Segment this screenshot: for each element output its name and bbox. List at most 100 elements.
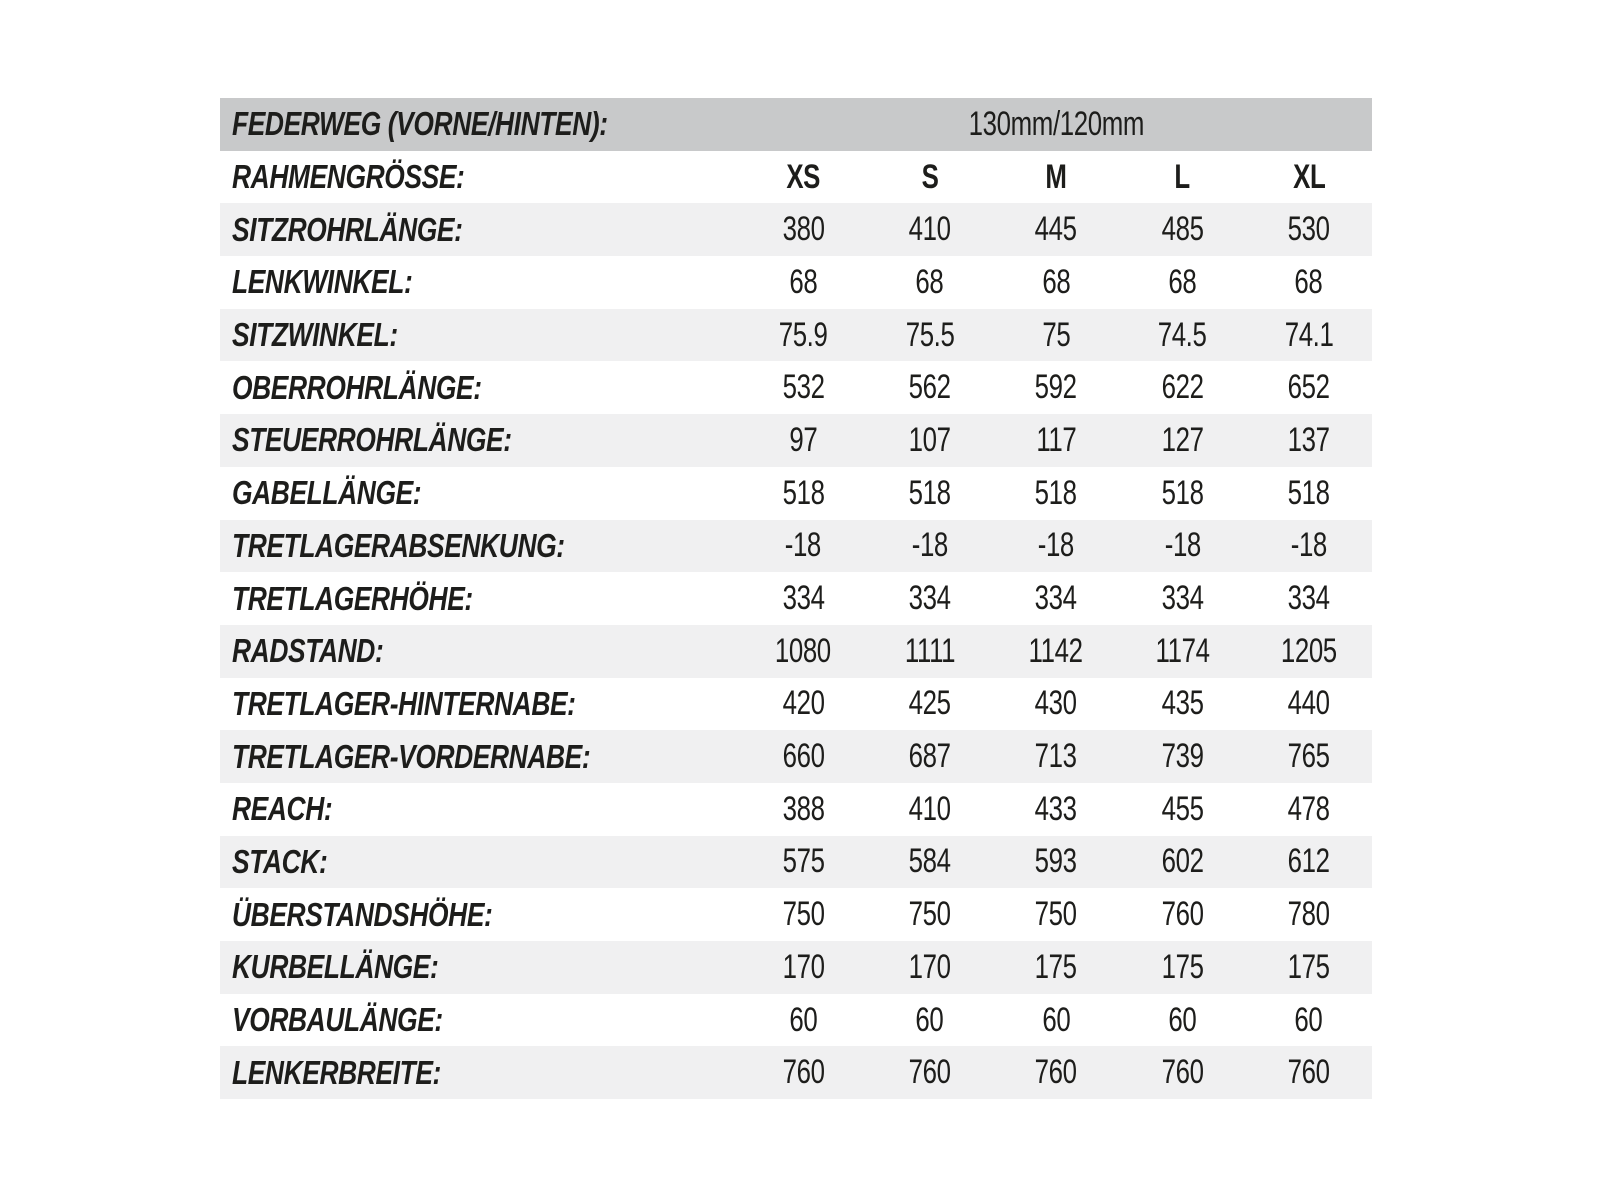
row-label: TRETLAGER-HINTERNABE:: [232, 684, 576, 722]
row-value-cell: 75: [993, 316, 1119, 355]
row-value: 612: [1287, 842, 1330, 881]
row-label: VORBAULÄNGE:: [232, 1001, 443, 1039]
row-value-cell: 518: [740, 474, 866, 513]
row-value-cell: -18: [740, 526, 866, 565]
row-value: 117: [1035, 420, 1077, 459]
row-value-cell: -18: [866, 526, 992, 565]
row-value-cell: -18: [993, 526, 1119, 565]
size-col-m: M: [993, 158, 1119, 197]
row-value-cell: 60: [740, 1001, 866, 1040]
row-value-cell: 760: [1119, 895, 1245, 934]
row-value-cell: 455: [1119, 790, 1245, 829]
row-value-cell: 562: [866, 368, 992, 407]
row-value: 622: [1161, 368, 1204, 407]
row-value-cell: 592: [993, 368, 1119, 407]
row-label-cell: OBERROHRLÄNGE:: [220, 369, 740, 407]
row-value: 380: [782, 210, 825, 249]
row-value-cell: 760: [740, 1053, 866, 1092]
table-row: ÜBERSTANDSHÖHE: 750 750 750 760 780: [220, 888, 1372, 941]
geometry-table: FEDERWEG (VORNE/HINTEN): 130mm/120mm RAH…: [220, 98, 1372, 1100]
row-value: 127: [1161, 420, 1204, 459]
row-value: 593: [1035, 842, 1077, 881]
row-value-cell: 612: [1246, 842, 1372, 881]
row-value: 445: [1035, 210, 1077, 249]
row-value: 60: [1168, 1000, 1197, 1039]
row-value: 518: [1161, 473, 1204, 512]
row-label: GABELLÄNGE:: [232, 474, 422, 512]
row-value: 433: [1035, 789, 1077, 828]
row-value-cell: 602: [1119, 842, 1245, 881]
table-row: OBERROHRLÄNGE: 532 562 592 622 652: [220, 361, 1372, 414]
row-value-cell: 750: [993, 895, 1119, 934]
row-label: LENKERBREITE:: [232, 1053, 441, 1091]
row-label-cell: TRETLAGER-VORDERNABE:: [220, 738, 740, 776]
row-value-cell: 170: [866, 948, 992, 987]
row-value-cell: 1205: [1246, 632, 1372, 671]
row-value-cell: 1080: [740, 632, 866, 671]
row-value: 75.5: [905, 315, 955, 354]
row-value-cell: 380: [740, 210, 866, 249]
table-row: REACH: 388 410 433 455 478: [220, 783, 1372, 836]
row-value-cell: 518: [993, 474, 1119, 513]
row-label-cell: TRETLAGERHÖHE:: [220, 580, 740, 618]
table-row: STACK: 575 584 593 602 612: [220, 835, 1372, 889]
row-label: LENKWINKEL:: [232, 263, 413, 301]
row-value-cell: 68: [993, 263, 1119, 302]
row-value-cell: 334: [1119, 579, 1245, 618]
row-value: 60: [1042, 1000, 1071, 1039]
row-value: 334: [1287, 579, 1330, 618]
row-value: 518: [1035, 473, 1077, 512]
travel-value: 130mm/120mm: [968, 104, 1144, 143]
row-value: 660: [782, 737, 825, 776]
row-value: 334: [908, 579, 951, 618]
table-row: TRETLAGERABSENKUNG: -18 -18 -18 -18 -18: [220, 519, 1372, 573]
row-value: 713: [1035, 737, 1077, 776]
travel-value-cell: 130mm/120mm: [740, 105, 1372, 144]
row-label-cell: LENKWINKEL:: [220, 263, 740, 301]
row-label: SITZWINKEL:: [232, 316, 398, 354]
row-value: 410: [908, 210, 951, 249]
row-value-cell: 652: [1246, 368, 1372, 407]
table-row: SITZWINKEL: 75.9 75.5 75 74.5 74.1: [220, 308, 1372, 362]
row-value: 1142: [1028, 631, 1084, 670]
row-value: 334: [1035, 579, 1077, 618]
row-value: 750: [908, 895, 951, 934]
row-value-cell: 478: [1246, 790, 1372, 829]
size-label-cell: RAHMENGRÖSSE:: [220, 158, 740, 196]
table-body: SITZROHRLÄNGE: 380 410 445 485 530 LENKWINKEL:…: [220, 203, 1372, 1100]
row-value-cell: -18: [1119, 526, 1245, 565]
row-value-cell: 107: [866, 421, 992, 460]
table-row: GABELLÄNGE: 518 518 518 518 518: [220, 467, 1372, 520]
row-value-cell: 170: [740, 948, 866, 987]
row-value: -18: [911, 526, 948, 565]
row-value: 1080: [775, 631, 832, 670]
row-label: STACK:: [232, 842, 328, 880]
size-col-l: L: [1119, 158, 1245, 197]
row-value-cell: 660: [740, 737, 866, 776]
row-value-cell: 410: [866, 790, 992, 829]
table-row: SITZROHRLÄNGE: 380 410 445 485 530: [220, 203, 1372, 257]
row-value-cell: 68: [1246, 263, 1372, 302]
row-value-cell: 760: [993, 1053, 1119, 1092]
row-label-cell: TRETLAGERABSENKUNG:: [220, 527, 740, 565]
row-value: 455: [1161, 789, 1204, 828]
row-label: REACH:: [232, 790, 333, 828]
row-value: 75: [1042, 315, 1071, 354]
row-value: 334: [782, 579, 825, 618]
row-value: 760: [782, 1053, 825, 1092]
row-value-cell: 739: [1119, 737, 1245, 776]
row-value: 760: [1161, 1053, 1204, 1092]
row-value-cell: 765: [1246, 737, 1372, 776]
row-value-cell: 68: [740, 263, 866, 302]
table-row: VORBAULÄNGE: 60 60 60 60 60: [220, 994, 1372, 1047]
row-value-cell: 75.5: [866, 316, 992, 355]
row-value-cell: 687: [866, 737, 992, 776]
row-value-cell: 60: [993, 1001, 1119, 1040]
row-value: 485: [1161, 210, 1204, 249]
row-value-cell: 435: [1119, 684, 1245, 723]
row-label-cell: STACK:: [220, 843, 740, 881]
row-value-cell: 593: [993, 842, 1119, 881]
row-value-cell: 334: [993, 579, 1119, 618]
row-value-cell: 750: [740, 895, 866, 934]
row-value: 74.1: [1284, 315, 1334, 354]
